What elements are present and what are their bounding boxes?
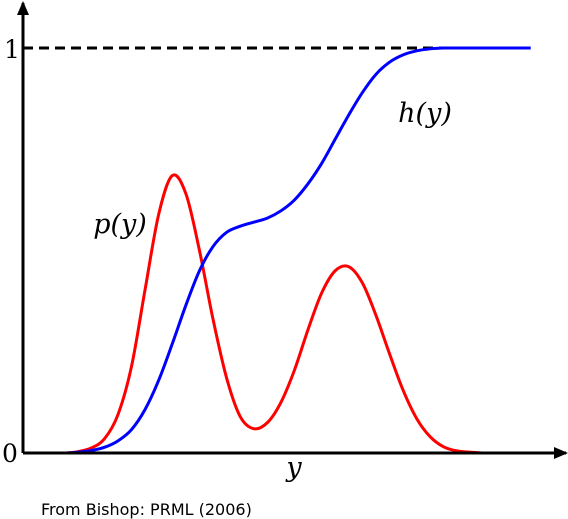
caption: From Bishop: PRML (2006) bbox=[41, 500, 252, 519]
plot-area bbox=[23, 46, 531, 455]
series-line-h-y bbox=[66, 46, 531, 455]
annotation-p-y: p(y) bbox=[93, 209, 147, 240]
annotation-h-y: h(y) bbox=[398, 98, 452, 129]
x-axis-label: y bbox=[285, 452, 302, 483]
y-tick-label-1: 1 bbox=[4, 35, 20, 64]
series-line-p-y bbox=[66, 173, 531, 455]
y-tick-label-0: 0 bbox=[2, 439, 18, 468]
